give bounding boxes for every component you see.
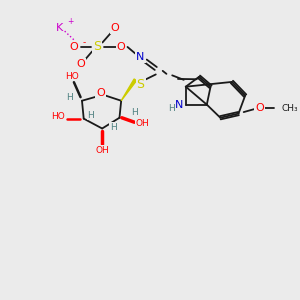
Text: H: H [110, 122, 116, 131]
Polygon shape [121, 79, 136, 101]
Text: O: O [116, 42, 125, 52]
Text: HO: HO [52, 112, 65, 122]
Text: O: O [255, 103, 264, 113]
Text: +: + [67, 16, 74, 26]
Text: OH: OH [136, 119, 149, 128]
Text: K: K [56, 22, 63, 33]
Text: H: H [131, 108, 138, 117]
Text: HO: HO [65, 72, 79, 81]
Text: H: H [88, 111, 94, 120]
Text: O: O [76, 59, 85, 69]
Text: S: S [93, 40, 101, 53]
Text: N: N [136, 52, 145, 62]
Text: CH₃: CH₃ [281, 104, 298, 113]
Text: H: H [169, 104, 175, 113]
Text: O: O [111, 23, 119, 34]
Text: OH: OH [95, 146, 109, 154]
Text: N: N [175, 100, 184, 110]
Text: O: O [70, 42, 79, 52]
Text: S: S [136, 78, 145, 91]
Text: O: O [96, 88, 105, 98]
Text: H: H [67, 93, 73, 102]
Text: -: - [82, 38, 85, 47]
